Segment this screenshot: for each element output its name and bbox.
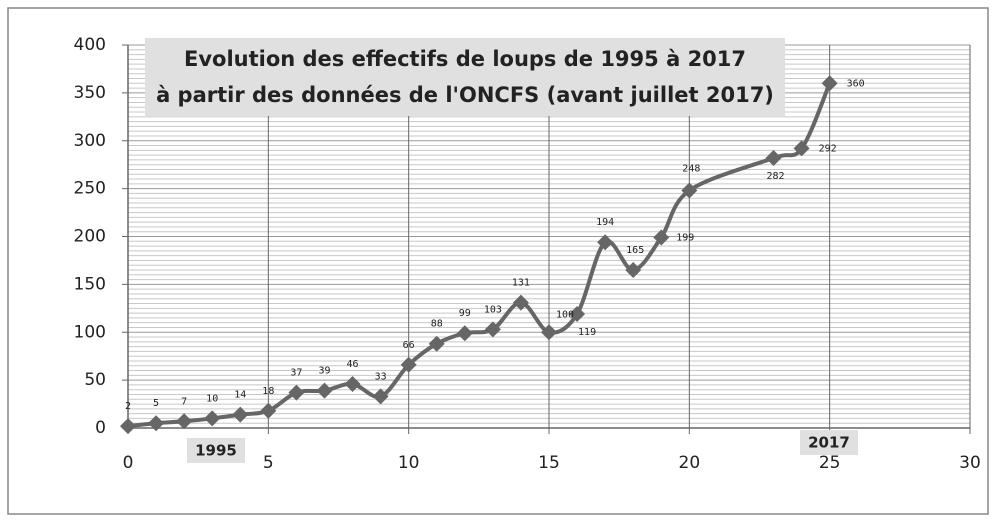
chart-title: à partir des données de l'ONCFS (avant j…: [156, 83, 774, 107]
marker: [681, 182, 698, 199]
marker: [569, 306, 586, 323]
marker: [653, 229, 670, 246]
marker: [456, 325, 473, 342]
x-tick-label: 30: [959, 453, 981, 473]
y-tick-label: 350: [74, 83, 106, 103]
data-label: 33: [375, 371, 387, 382]
x-tick-label: 10: [398, 453, 420, 473]
y-tick-label: 100: [74, 322, 106, 342]
marker: [597, 234, 614, 251]
x-tick-label: 0: [123, 453, 134, 473]
plot: [120, 75, 838, 435]
data-label: 7: [181, 396, 187, 407]
data-label: 46: [347, 359, 359, 370]
marker: [372, 388, 389, 405]
data-label: 37: [290, 368, 302, 379]
y-tick-label: 200: [74, 227, 106, 247]
data-label: 14: [234, 390, 246, 401]
data-label: 292: [819, 143, 837, 154]
marker: [204, 410, 221, 427]
marker: [176, 413, 193, 430]
y-tick-label: 150: [74, 274, 106, 294]
data-label: 103: [484, 304, 502, 315]
data-label: 100: [556, 309, 574, 320]
data-label: 10: [206, 393, 218, 404]
y-tick-label: 0: [95, 418, 106, 438]
data-label: 360: [847, 78, 865, 89]
annotation: 1995: [195, 442, 237, 460]
data-label: 194: [596, 217, 614, 228]
data-label: 2: [125, 401, 131, 412]
data-label: 248: [682, 164, 700, 175]
chart-title: Evolution des effectifs de loups de 1995…: [184, 47, 746, 71]
x-tick-label: 20: [679, 453, 701, 473]
data-label: 199: [676, 232, 694, 243]
marker: [765, 149, 782, 166]
marker: [428, 335, 445, 352]
y-tick-label: 400: [74, 35, 106, 55]
marker: [316, 382, 333, 399]
marker: [541, 324, 557, 341]
y-tick-label: 300: [74, 131, 106, 151]
y-tick-label: 50: [84, 370, 106, 390]
data-label: 165: [626, 245, 644, 256]
marker: [344, 375, 361, 392]
data-label: 119: [578, 327, 596, 338]
marker: [232, 406, 249, 423]
annotation-box: [800, 430, 858, 455]
x-tick-label: 15: [538, 453, 560, 473]
annotation-box: [187, 438, 245, 463]
marker: [821, 75, 838, 92]
y-tick-label: 250: [74, 179, 106, 199]
marker: [400, 356, 417, 373]
marker: [260, 402, 277, 419]
annotation: 2017: [808, 434, 850, 452]
marker: [625, 262, 642, 279]
marker: [512, 294, 529, 311]
data-label: 18: [262, 386, 274, 397]
data-label: 39: [318, 366, 330, 377]
title-box: [145, 38, 785, 116]
marker: [148, 415, 165, 432]
data-label: 5: [153, 398, 159, 409]
data-label: 131: [512, 278, 530, 289]
x-tick-label: 25: [819, 453, 841, 473]
marker: [484, 321, 501, 338]
data-label: 99: [459, 308, 471, 319]
marker: [120, 418, 136, 435]
data-label: 66: [403, 340, 415, 351]
marker: [288, 384, 305, 401]
x-tick-label: 5: [263, 453, 274, 473]
data-label: 88: [431, 319, 443, 330]
data-label: 282: [767, 171, 785, 182]
marker: [793, 140, 810, 157]
